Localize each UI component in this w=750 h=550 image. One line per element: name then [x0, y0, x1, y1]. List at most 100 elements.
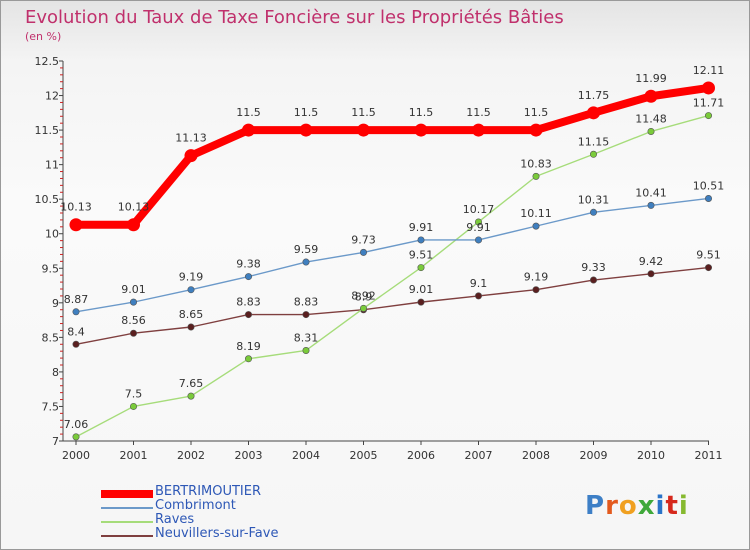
- series-line-bertrimoutier: [72, 83, 713, 229]
- data-point: [299, 123, 313, 137]
- data-label: 8.92: [351, 289, 376, 302]
- data-point: [474, 292, 482, 300]
- data-point: [357, 123, 370, 137]
- chart-title: Evolution du Taux de Taxe Foncière sur l…: [25, 7, 564, 28]
- logo-letter: r: [605, 491, 619, 521]
- data-label: 11.71: [693, 97, 725, 110]
- data-point: [417, 264, 425, 272]
- data-point: [245, 273, 253, 281]
- series-line-neuvillers-sur-fave: [75, 266, 710, 345]
- data-point: [359, 248, 367, 256]
- data-point: [72, 308, 80, 316]
- x-tick-label: 2006: [407, 449, 435, 462]
- data-point: [187, 323, 195, 331]
- data-point: [529, 123, 543, 137]
- data-point: [644, 89, 658, 103]
- data-point: [69, 218, 83, 232]
- data-point: [702, 81, 715, 95]
- data-label: 9.42: [639, 255, 664, 268]
- logo-letter: o: [618, 491, 638, 521]
- series-line-raves: [75, 114, 710, 438]
- data-label: 11.48: [635, 112, 667, 125]
- y-tick-label: 12.5: [35, 55, 60, 68]
- data-point: [647, 270, 655, 278]
- data-label: 9.51: [696, 249, 721, 262]
- data-point: [130, 329, 138, 337]
- data-point: [472, 123, 485, 137]
- data-label: 11.5: [294, 106, 319, 119]
- data-label: 9.59: [294, 243, 319, 256]
- data-point: [245, 355, 253, 363]
- proxiti-logo: Proxiti: [585, 491, 689, 521]
- data-label: 9.01: [409, 283, 434, 296]
- data-point: [245, 311, 253, 319]
- x-tick-label: 2005: [350, 449, 378, 462]
- data-label: 9.1: [470, 277, 488, 290]
- data-label: 9.19: [179, 271, 204, 284]
- logo-letter: i: [678, 491, 689, 521]
- y-tick-label: 9: [52, 297, 59, 310]
- y-tick-label: 12: [45, 90, 59, 103]
- data-point: [414, 123, 428, 137]
- series-layer: [69, 81, 715, 441]
- y-tick-label: 7.5: [42, 400, 60, 413]
- data-label: 8.9: [355, 291, 373, 304]
- data-label: 11.5: [466, 106, 491, 119]
- x-tick-label: 2011: [695, 449, 723, 462]
- data-point: [587, 106, 600, 120]
- data-label: 10.13: [118, 201, 150, 214]
- data-point: [72, 433, 80, 441]
- logo-letter: t: [665, 491, 679, 521]
- x-tick-label: 2008: [522, 449, 550, 462]
- data-label: 9.91: [466, 221, 491, 234]
- y-tick-label: 11: [45, 159, 59, 172]
- data-label: 10.83: [520, 157, 552, 170]
- x-tick-label: 2010: [637, 449, 665, 462]
- data-label: 10.51: [693, 179, 725, 192]
- data-label: 9.73: [351, 233, 376, 246]
- data-point: [647, 127, 655, 135]
- series-line-combrimont: [75, 197, 710, 313]
- data-point: [589, 208, 597, 216]
- y-tick-label: 10.5: [35, 193, 60, 206]
- data-label: 11.13: [175, 132, 207, 145]
- data-point: [187, 392, 195, 400]
- data-point: [72, 340, 80, 348]
- data-label: 7.06: [64, 418, 89, 431]
- data-label: 9.33: [581, 261, 606, 274]
- data-label: 9.38: [236, 258, 261, 271]
- y-tick-label: 8: [52, 366, 59, 379]
- data-point: [187, 286, 195, 294]
- data-label: 7.65: [179, 377, 204, 390]
- data-label: 10.17: [463, 203, 495, 216]
- data-point: [589, 150, 597, 158]
- legend-label: BERTRIMOUTIER: [155, 484, 262, 499]
- data-labels-layer: 10.13 10.13 11.13 11.5 11.5 11.5 11.5 11.5 11.5 1…: [60, 64, 724, 431]
- x-tick-label: 2000: [62, 449, 90, 462]
- y-tick-label: 9.5: [42, 262, 60, 275]
- data-label: 8.87: [64, 293, 89, 306]
- x-tick-label: 2007: [465, 449, 493, 462]
- data-point: [589, 276, 597, 284]
- x-tick-label: 2001: [120, 449, 148, 462]
- chart-subtitle: (en %): [25, 30, 62, 43]
- data-point: [302, 346, 310, 354]
- data-label: 8.31: [294, 331, 319, 344]
- data-label: 7.5: [125, 387, 143, 400]
- data-point: [532, 286, 540, 294]
- data-label: 9.19: [524, 271, 549, 284]
- legend-swatch: [101, 535, 153, 537]
- data-point: [130, 402, 138, 410]
- data-label: 11.5: [409, 106, 434, 119]
- data-point: [127, 218, 140, 232]
- data-label: 11.5: [351, 106, 376, 119]
- data-point: [474, 236, 482, 244]
- data-label: 11.15: [578, 135, 610, 148]
- data-label: 11.75: [578, 89, 610, 102]
- data-label: 9.01: [121, 283, 146, 296]
- y-tick-label: 8.5: [42, 331, 60, 344]
- legend-label: Combrimont: [155, 498, 236, 513]
- data-label: 10.13: [60, 201, 92, 214]
- data-point: [184, 149, 198, 163]
- data-label: 11.5: [236, 106, 261, 119]
